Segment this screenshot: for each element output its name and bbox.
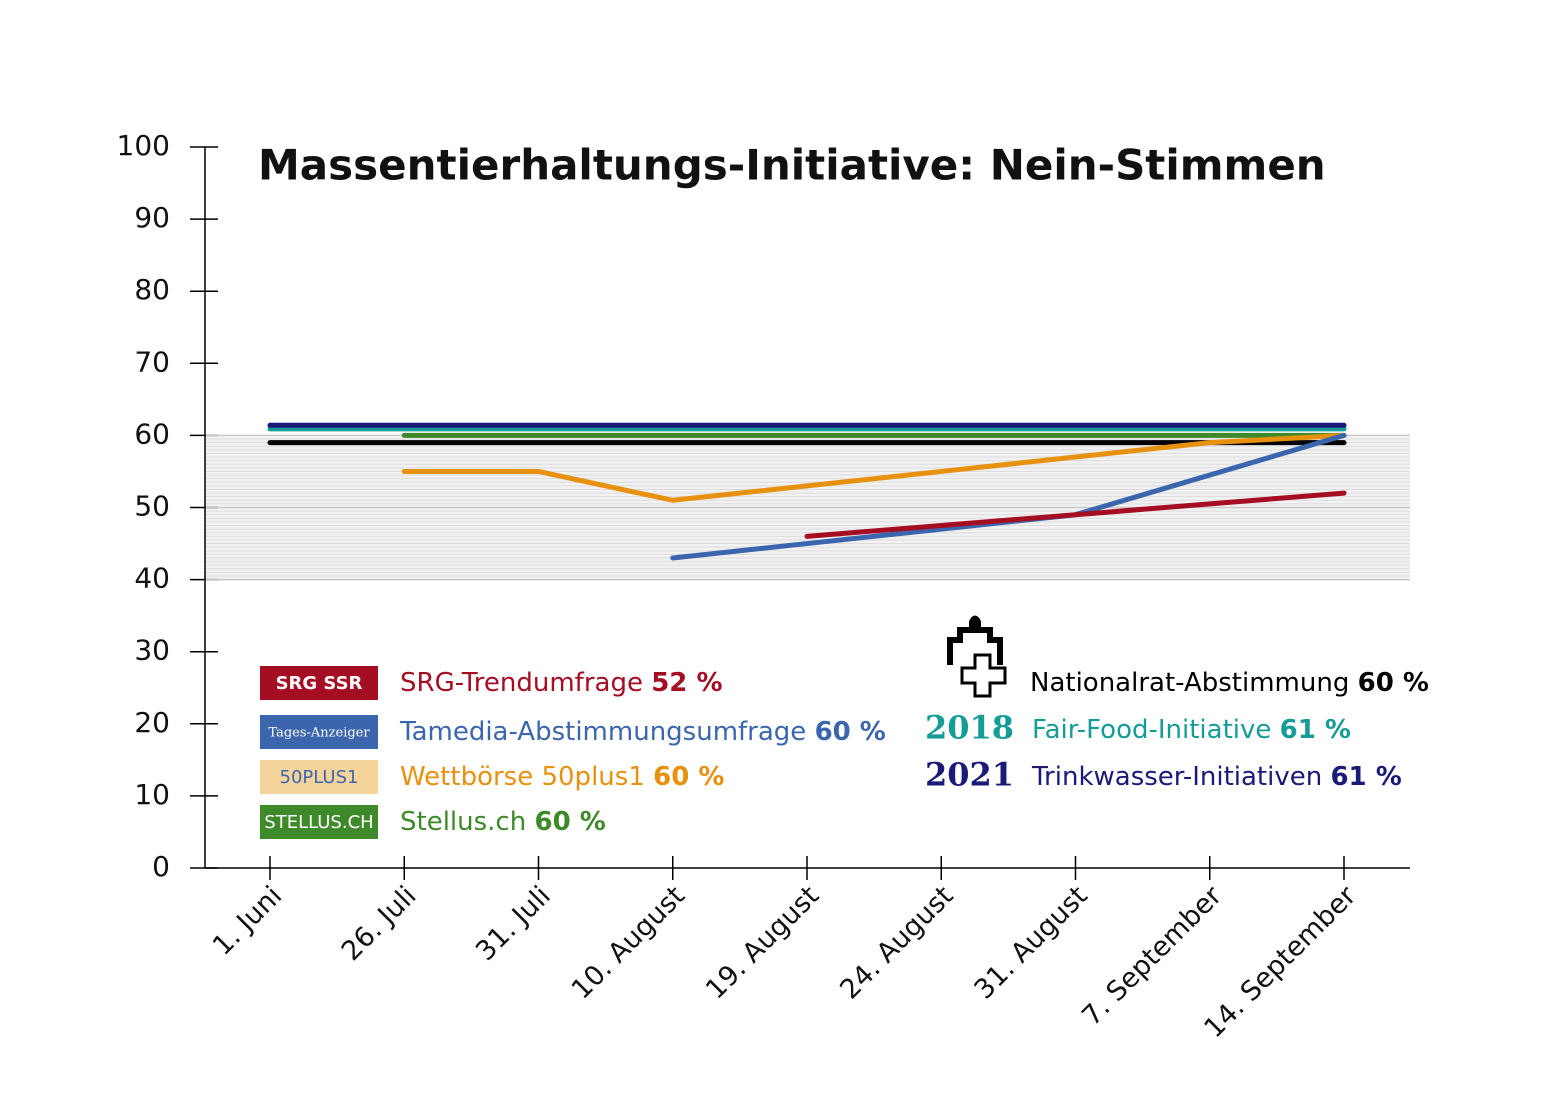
- y-tick-label: 30: [134, 634, 170, 667]
- chart-title: Massentierhaltungs-Initiative: Nein-Stim…: [258, 141, 1326, 190]
- y-tick-label: 90: [134, 201, 170, 234]
- legend-badge: [260, 760, 378, 794]
- legend-label: Nationalrat-Abstimmung 60 %: [1030, 668, 1429, 698]
- legend-value: 60 %: [1358, 668, 1429, 698]
- legend-badge-text: 50PLUS1: [280, 767, 359, 788]
- legend-value: 60 %: [815, 717, 886, 747]
- legend-value: 52 %: [651, 668, 722, 698]
- legend-name: Stellus.ch: [400, 807, 526, 837]
- legend-label: Fair-Food-Initiative 61 %: [1032, 715, 1351, 745]
- x-tick-label: 19. August: [700, 880, 825, 1005]
- x-tick-label: 24. August: [834, 880, 959, 1005]
- legend-badge: [260, 715, 378, 749]
- y-tick-label: 100: [117, 129, 170, 162]
- legend-badge-text: 2021: [925, 756, 1014, 794]
- legend-label: Stellus.ch 60 %: [400, 807, 606, 837]
- x-tick-label: 26. Juli: [336, 880, 423, 967]
- legend-name: Nationalrat-Abstimmung: [1030, 668, 1349, 698]
- legend-value: 60 %: [653, 762, 724, 792]
- y-tick-label: 60: [134, 417, 170, 450]
- legend-badge: [260, 805, 378, 839]
- legend-name: SRG-Trendumfrage: [400, 668, 643, 698]
- legend-value: 60 %: [534, 807, 605, 837]
- legend-label: Wettbörse 50plus1 60 %: [400, 762, 724, 792]
- x-tick-label: 31. Juli: [470, 880, 557, 967]
- legend-name: Fair-Food-Initiative: [1032, 715, 1271, 745]
- series-line: [804, 490, 1347, 539]
- y-tick-label: 0: [152, 850, 170, 883]
- y-tick-label: 80: [134, 273, 170, 306]
- y-tick-label: 50: [134, 490, 170, 523]
- legend-badge-text: STELLUS.CH: [264, 812, 373, 833]
- x-tick-label: 10. August: [566, 880, 691, 1005]
- legend-name: Tamedia-Abstimmungsumfrage: [399, 717, 806, 747]
- legend-badge-text: SRG SSR: [276, 673, 363, 694]
- series-line: [401, 432, 1347, 503]
- legend-name: Trinkwasser-Initiativen: [1031, 762, 1322, 792]
- legend-label: Trinkwasser-Initiativen 61 %: [1031, 762, 1402, 792]
- legend-name: Wettbörse 50plus1: [400, 762, 645, 792]
- x-tick-label: 7. September: [1076, 880, 1228, 1032]
- legend-badge-text: Tages-Anzeiger: [268, 726, 370, 741]
- y-tick-label: 70: [134, 345, 170, 378]
- y-tick-label: 40: [134, 562, 170, 595]
- legend-label: SRG-Trendumfrage 52 %: [400, 668, 723, 698]
- parliament-icon: [947, 615, 1007, 698]
- legend-label: Tamedia-Abstimmungsumfrage 60 %: [399, 717, 886, 747]
- y-tick-label: 10: [134, 778, 170, 811]
- x-tick-label: 31. August: [969, 880, 1094, 1005]
- y-tick-label: 20: [134, 706, 170, 739]
- legend-badge-text: 2018: [925, 709, 1014, 747]
- x-tick-label: 1. Juni: [207, 880, 288, 961]
- legend-value: 61 %: [1280, 715, 1351, 745]
- legend-value: 61 %: [1330, 762, 1401, 792]
- legend-badge: [260, 666, 378, 700]
